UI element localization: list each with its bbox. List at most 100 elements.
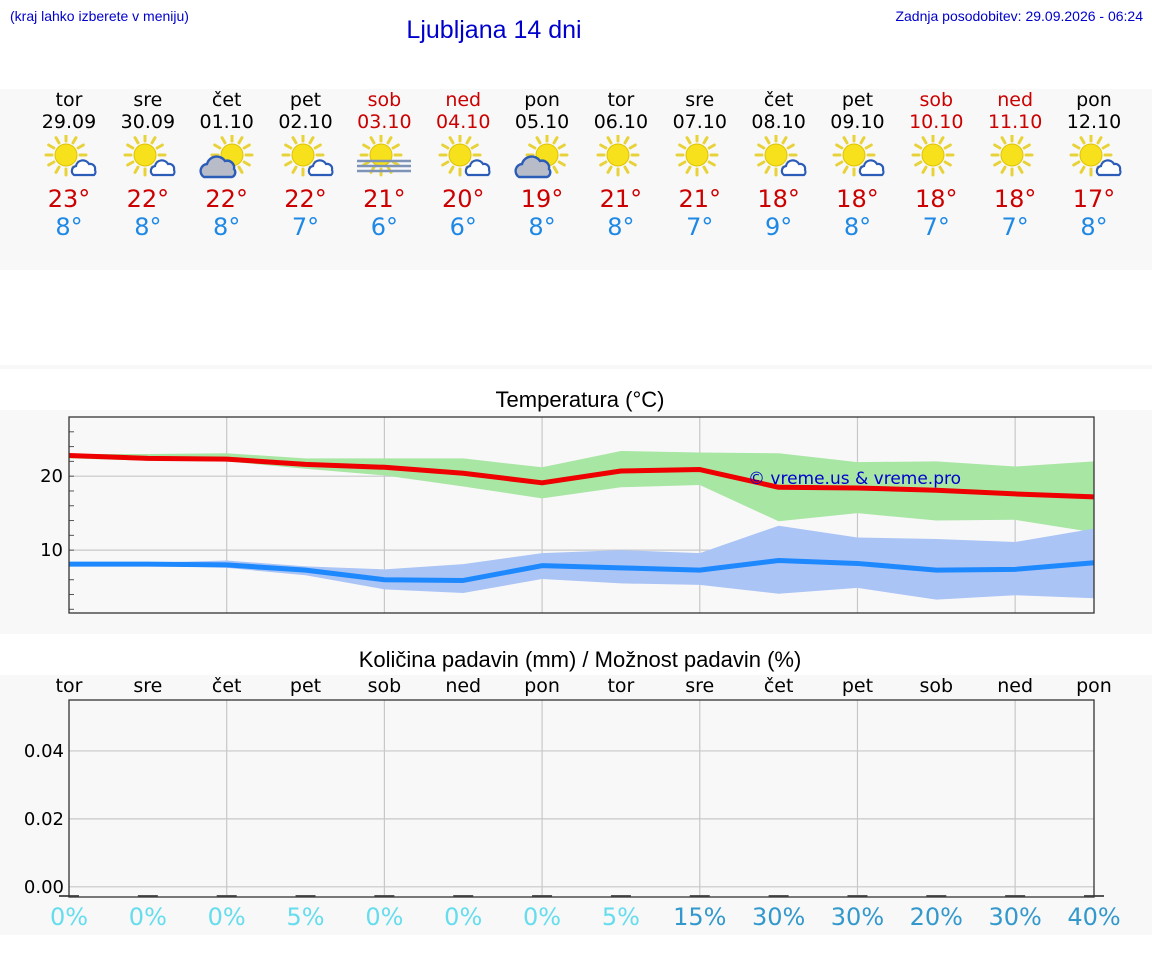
temp-max: 18° bbox=[757, 185, 800, 213]
temp-min: 8° bbox=[213, 213, 241, 241]
precip-bar bbox=[532, 895, 553, 897]
precip-probability: 0% bbox=[523, 903, 562, 931]
day-column: pet 02.10 22° 7° bbox=[266, 89, 346, 241]
precip-day-label: čet bbox=[763, 675, 794, 697]
day-date: 05.10 bbox=[514, 111, 570, 133]
page-title: Ljubljana 14 dni bbox=[406, 16, 582, 44]
watermark: © vreme.us & vreme.pro bbox=[748, 469, 961, 489]
weather-icon-slot bbox=[739, 133, 819, 181]
precip-day-label: pon bbox=[1076, 675, 1112, 697]
plot-frame bbox=[68, 699, 1095, 898]
y-tick-label: 20 bbox=[40, 466, 63, 487]
weather-icon-slot bbox=[975, 133, 1055, 181]
day-date: 04.10 bbox=[436, 111, 491, 133]
plot-frame bbox=[68, 416, 1095, 614]
precip-day-label: sre bbox=[685, 675, 715, 697]
weather-icon-slot bbox=[344, 133, 424, 181]
precip-probability: 0% bbox=[444, 903, 483, 931]
temp-min: 8° bbox=[528, 213, 556, 241]
precip-probability: 20% bbox=[909, 903, 963, 931]
y-tick-label: 0.00 bbox=[24, 877, 64, 898]
day-name: sre bbox=[133, 89, 163, 111]
precip-probability: 30% bbox=[988, 903, 1042, 931]
daily-forecast: tor 29.09 23° 8° sre 30.09 22° 8° čet 01.10 22° 8° p… bbox=[0, 89, 1152, 269]
day-column: tor 06.10 21° 8° bbox=[581, 89, 661, 241]
temp-max: 22° bbox=[284, 185, 327, 213]
day-name: čet bbox=[763, 89, 794, 111]
weather-icon-slot bbox=[660, 133, 740, 181]
temp-max: 21° bbox=[599, 185, 643, 213]
temp-min: 7° bbox=[291, 213, 320, 241]
day-column: sre 07.10 21° 7° bbox=[660, 89, 740, 241]
precip-probability: 15% bbox=[673, 903, 727, 931]
precip-bar bbox=[216, 895, 237, 897]
sun-cloud-icon bbox=[281, 133, 334, 177]
temp-max: 20° bbox=[441, 185, 485, 213]
weather-icon-slot bbox=[423, 133, 503, 181]
sun-cloud-icon bbox=[754, 133, 807, 177]
precip-probability: 0% bbox=[128, 903, 167, 931]
precip-day-label: sre bbox=[133, 675, 163, 697]
temp-max-line bbox=[68, 452, 1095, 500]
sun-cloud-icon bbox=[1069, 133, 1122, 177]
precip-probability: 30% bbox=[830, 903, 885, 931]
temp-max: 18° bbox=[993, 185, 1037, 213]
temp-min: 8° bbox=[55, 213, 83, 241]
sun-icon bbox=[990, 133, 1034, 177]
day-name: pet bbox=[841, 89, 874, 111]
day-column: pet 09.10 18° 8° bbox=[817, 89, 897, 241]
y-tick-label: 0.02 bbox=[24, 809, 64, 830]
day-column: tor 29.09 23° 8° bbox=[29, 89, 109, 241]
temp-max: 22° bbox=[205, 185, 248, 213]
weather-icon-slot bbox=[108, 133, 188, 181]
precip-probability: 40% bbox=[1067, 903, 1121, 931]
precipitation-chart-title: Količina padavin (mm) / Možnost padavin … bbox=[358, 647, 802, 672]
day-date: 07.10 bbox=[672, 111, 727, 133]
temperature-chart: 10 20 © vreme.us & vreme.pro bbox=[40, 416, 1095, 614]
sun-cloud-icon bbox=[123, 133, 176, 177]
day-date: 30.09 bbox=[120, 111, 176, 133]
precip-day-label: čet bbox=[211, 675, 242, 697]
temp-min: 8° bbox=[843, 213, 872, 241]
day-date: 01.10 bbox=[199, 111, 254, 133]
temp-min-range-band bbox=[69, 525, 1094, 600]
day-column: čet 08.10 18° 9° bbox=[739, 89, 819, 241]
sun-cloud-icon bbox=[44, 133, 97, 177]
precip-bar bbox=[374, 895, 395, 897]
sun-icon bbox=[911, 133, 955, 177]
precip-day-label: sob bbox=[367, 675, 402, 697]
day-column: pon 12.10 17° 8° bbox=[1054, 89, 1134, 241]
temp-min-line bbox=[69, 557, 1095, 583]
day-name: sre bbox=[685, 89, 715, 111]
temp-min: 7° bbox=[1001, 213, 1029, 241]
temp-max: 21° bbox=[678, 185, 722, 213]
sun-icon bbox=[675, 133, 719, 177]
day-date: 03.10 bbox=[357, 111, 412, 133]
last-update: Zadnja posodobitev: 29.09.2026 - 06:24 bbox=[895, 8, 1143, 24]
temp-min: 8° bbox=[1080, 213, 1108, 241]
temp-max: 18° bbox=[915, 185, 958, 213]
location-hint: (kraj lahko izberete v meniju) bbox=[10, 8, 189, 24]
precip-bar bbox=[453, 895, 474, 897]
day-name: ned bbox=[997, 89, 1034, 111]
day-name: tor bbox=[607, 89, 635, 111]
temp-max: 19° bbox=[520, 185, 564, 213]
precip-bar bbox=[295, 895, 316, 897]
day-column: sob 03.10 21° 6° bbox=[344, 89, 424, 241]
sun-cloud-icon bbox=[438, 133, 491, 177]
temp-min: 8° bbox=[607, 213, 635, 241]
day-name: pet bbox=[289, 89, 322, 111]
day-name: pon bbox=[1076, 89, 1112, 111]
separator bbox=[0, 365, 1152, 369]
day-column: pon 05.10 19° 8° bbox=[502, 89, 582, 241]
temp-max: 21° bbox=[363, 185, 406, 213]
precip-day-label: pet bbox=[841, 675, 874, 697]
temp-min: 7° bbox=[922, 213, 950, 241]
day-name: čet bbox=[211, 89, 242, 111]
day-name: pon bbox=[524, 89, 560, 111]
day-column: čet 01.10 22° 8° bbox=[187, 89, 267, 241]
y-tick-label: 0.04 bbox=[24, 741, 64, 762]
temp-min: 8° bbox=[134, 213, 162, 241]
precip-day-label: tor bbox=[55, 675, 83, 697]
weather-icon-slot bbox=[187, 133, 267, 181]
